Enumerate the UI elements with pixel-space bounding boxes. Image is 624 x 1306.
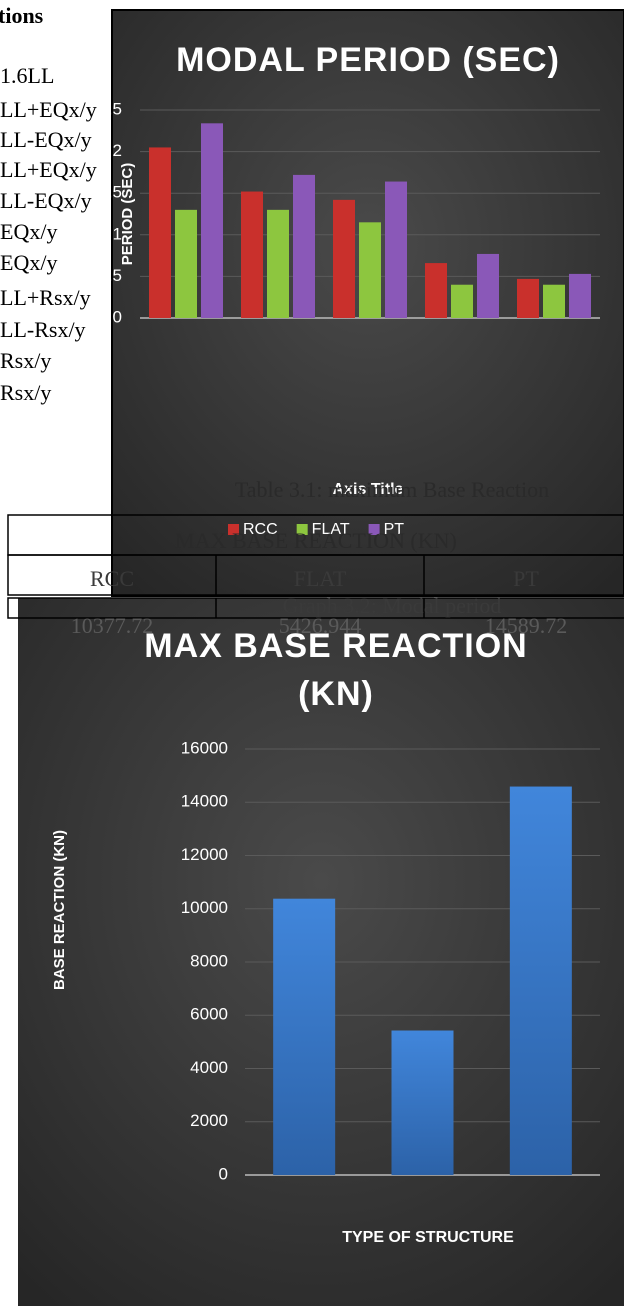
table-header: RCC	[90, 566, 134, 591]
graph-caption: Graph 3.2: Modal period	[283, 593, 502, 618]
bar	[517, 278, 539, 318]
y-tick-label: 1	[113, 224, 122, 243]
bar	[359, 222, 381, 318]
y-tick-label: 6000	[190, 1005, 228, 1024]
table-title: MAX BASE REACTION (KN)	[175, 528, 457, 553]
table-row	[7, 597, 624, 619]
combination-line: 1.6LL	[0, 63, 54, 88]
chart-title: MODAL PERIOD (SEC)	[176, 41, 560, 79]
bar	[333, 199, 355, 318]
y-tick-label: 12000	[181, 845, 228, 864]
y-tick-label: 0	[113, 307, 122, 326]
table-header: FLAT	[294, 566, 347, 591]
table-cell: 10377.72	[71, 613, 154, 638]
y-tick-label: 0.5	[98, 266, 122, 285]
bar	[241, 191, 263, 318]
table-row	[7, 554, 624, 596]
combination-line: LL+EQx/y	[0, 157, 97, 182]
y-tick-label: 16000	[181, 738, 228, 757]
y-axis-title: PERIOD (SEC)	[119, 163, 136, 266]
legend-label: RCC	[243, 521, 278, 538]
x-axis-title: TYPE OF STRUCTURE	[342, 1229, 514, 1246]
combination-line: Rsx/y	[0, 348, 51, 373]
y-axis-title: BASE REACTION (KN)	[51, 830, 68, 990]
y-tick-label: 8000	[190, 951, 228, 970]
table-cell: 14589.72	[485, 613, 568, 638]
x-axis-title: Axis Title	[333, 481, 404, 498]
bar	[201, 123, 223, 318]
bar	[391, 1030, 454, 1175]
combination-line: LL-EQx/y	[0, 188, 92, 213]
heading: tions	[0, 3, 44, 28]
combination-line: EQx/y	[0, 219, 57, 244]
y-tick-label: 2	[113, 141, 122, 160]
y-tick-label: 10000	[181, 898, 228, 917]
bar	[267, 209, 289, 318]
legend-swatch	[296, 524, 308, 535]
bar	[293, 174, 315, 318]
table-caption: Table 3.1: maximum Base Reaction	[235, 477, 549, 502]
legend-label: FLAT	[312, 521, 350, 538]
combination-line: Rsx/y	[0, 380, 51, 405]
y-tick-label: 2.5	[98, 99, 122, 118]
table-header: PT	[513, 566, 539, 591]
bar	[451, 284, 473, 318]
chart-2-title: MAX BASE REACTION (KN)	[144, 627, 528, 713]
y-tick-label: 2000	[190, 1111, 228, 1130]
y-tick-label: 14000	[181, 792, 228, 811]
bar	[543, 284, 565, 318]
bar	[477, 253, 499, 318]
combination-line: LL+Rsx/y	[0, 285, 91, 310]
bar	[425, 263, 447, 318]
legend-label: PT	[384, 521, 405, 538]
combination-line: LL-EQx/y	[0, 127, 92, 152]
bar	[273, 898, 336, 1175]
legend-swatch	[368, 524, 380, 535]
bar	[175, 209, 197, 318]
bar	[569, 273, 591, 318]
bar	[385, 181, 407, 318]
y-tick-label: 4000	[190, 1058, 228, 1077]
y-tick-label: 1.5	[98, 183, 122, 202]
table-cell: 5426.944	[279, 613, 362, 638]
legend-swatch	[228, 524, 239, 535]
combination-line: EQx/y	[0, 250, 57, 275]
y-tick-label: 0	[219, 1164, 228, 1183]
combination-line: LL-Rsx/y	[0, 317, 86, 342]
combination-line: LL+EQx/y	[0, 97, 97, 122]
bar	[149, 147, 171, 318]
bar	[509, 786, 572, 1175]
